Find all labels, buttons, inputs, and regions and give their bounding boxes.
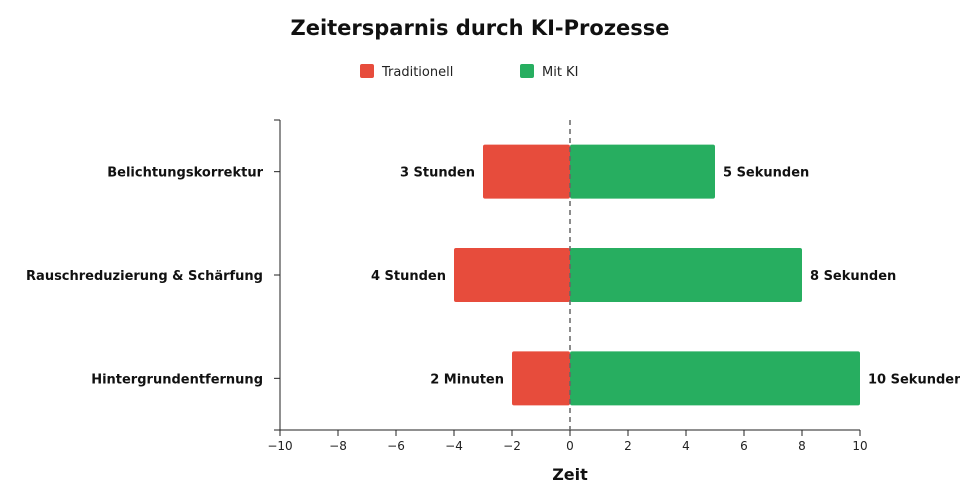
data-label: 2 Minuten: [430, 372, 504, 387]
legend-label: Mit KI: [542, 65, 578, 80]
bar-mit-ki: [570, 248, 802, 302]
x-tick-label: −8: [329, 439, 347, 453]
bar-traditionell: [483, 144, 570, 199]
category-label: Rauschreduzierung & Schärfung: [26, 269, 263, 284]
legend: Traditionell Mit KI: [360, 64, 578, 80]
plot-area: Belichtungskorrektur Rauschreduzierung & …: [26, 119, 960, 453]
data-label: 5 Sekunden: [723, 166, 809, 181]
bar-mit-ki: [570, 351, 860, 406]
x-axis-title: Zeit: [552, 465, 588, 484]
data-label: 10 Sekunden: [868, 372, 960, 387]
x-tick-label: 8: [798, 439, 806, 453]
bar-mit-ki: [570, 144, 715, 199]
x-tick-label: −6: [387, 439, 405, 453]
legend-label: Traditionell: [381, 65, 453, 80]
legend-swatch: [360, 64, 374, 78]
data-label: 3 Stunden: [400, 166, 475, 181]
data-label: 4 Stunden: [371, 269, 446, 284]
x-tick-label: 2: [624, 439, 632, 453]
x-tick-label: −4: [445, 439, 463, 453]
legend-swatch: [520, 64, 534, 78]
chart-title: Zeitersparnis durch KI-Prozesse: [290, 16, 669, 40]
data-label: 8 Sekunden: [810, 269, 896, 284]
legend-item: Mit KI: [520, 64, 578, 80]
legend-item: Traditionell: [360, 64, 453, 80]
x-tick-label: −2: [503, 439, 521, 453]
category-label: Belichtungskorrektur: [107, 166, 263, 181]
x-tick-label: 10: [852, 439, 867, 453]
bar-traditionell: [454, 248, 570, 302]
x-tick-label: 6: [740, 439, 748, 453]
category-label: Hintergrundentfernung: [91, 372, 263, 387]
bar-traditionell: [512, 351, 570, 406]
x-tick-label: −10: [267, 439, 292, 453]
x-tick-label: 4: [682, 439, 690, 453]
x-tick-label: 0: [566, 439, 574, 453]
